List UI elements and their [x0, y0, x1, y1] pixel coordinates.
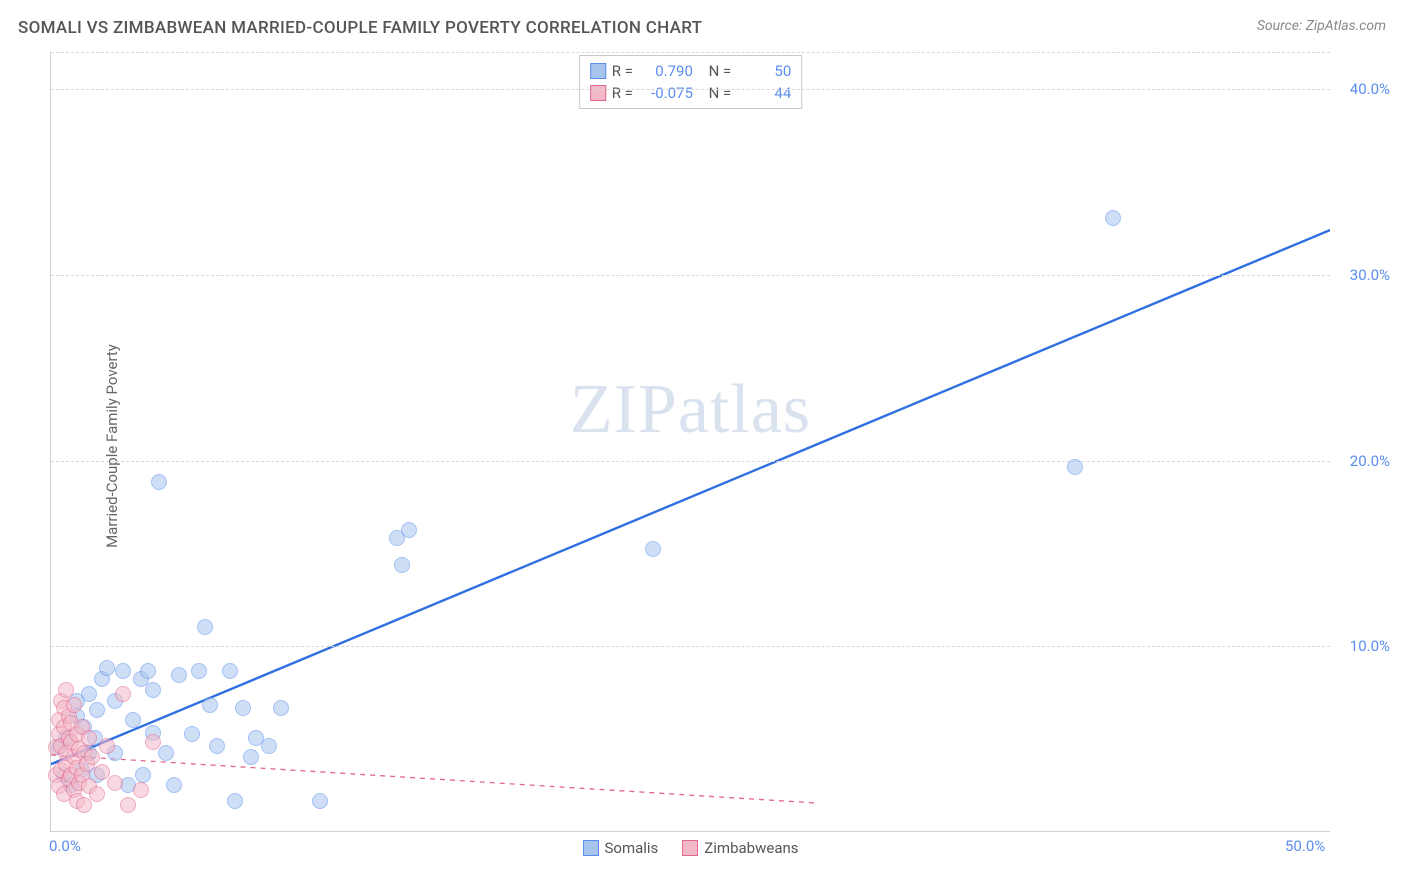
- scatter-plot-area: ZIPatlas R = 0.790 N = 50 R = -0.075 N =…: [50, 52, 1330, 832]
- grid-line: [51, 89, 1330, 90]
- data-point: [222, 663, 238, 679]
- grid-line: [51, 646, 1330, 647]
- data-point: [1105, 210, 1121, 226]
- x-tick-label: 50.0%: [1285, 837, 1325, 855]
- n-label: N =: [709, 84, 732, 102]
- grid-line: [51, 461, 1330, 462]
- n-value-zimbabweans: 44: [737, 84, 791, 102]
- data-point: [184, 726, 200, 742]
- data-point: [107, 775, 123, 791]
- swatch-zimbabweans: [590, 85, 606, 101]
- legend-item-zimbabweans: Zimbabweans: [682, 839, 798, 857]
- data-point: [145, 734, 161, 750]
- r-label: R =: [612, 84, 633, 102]
- data-point: [1067, 459, 1083, 475]
- data-point: [166, 777, 182, 793]
- data-point: [273, 700, 289, 716]
- data-point: [145, 682, 161, 698]
- data-point: [158, 745, 174, 761]
- data-point: [394, 557, 410, 573]
- legend-label-zimbabweans: Zimbabweans: [704, 839, 798, 857]
- data-point: [120, 797, 136, 813]
- data-point: [81, 730, 97, 746]
- r-value-zimbabweans: -0.075: [639, 84, 693, 102]
- data-point: [202, 697, 218, 713]
- data-point: [312, 793, 328, 809]
- data-point: [133, 782, 149, 798]
- data-point: [401, 522, 417, 538]
- watermark: ZIPatlas: [570, 370, 811, 450]
- data-point: [135, 767, 151, 783]
- data-point: [89, 702, 105, 718]
- x-tick-label: 0.0%: [49, 837, 81, 855]
- source-attribution: Source: ZipAtlas.com: [1257, 18, 1386, 34]
- data-point: [66, 697, 82, 713]
- data-point: [76, 797, 92, 813]
- watermark-atlas: atlas: [678, 371, 811, 448]
- y-tick-label: 10.0%: [1335, 637, 1390, 655]
- data-point: [209, 738, 225, 754]
- data-point: [115, 663, 131, 679]
- chart-title: SOMALI VS ZIMBABWEAN MARRIED-COUPLE FAMI…: [18, 18, 702, 38]
- y-tick-label: 30.0%: [1335, 266, 1390, 284]
- data-point: [115, 686, 131, 702]
- data-point: [151, 474, 167, 490]
- stats-row-zimbabweans: R = -0.075 N = 44: [590, 82, 792, 104]
- data-point: [140, 663, 156, 679]
- y-tick-label: 40.0%: [1335, 80, 1390, 98]
- legend-swatch-somalis: [582, 840, 598, 856]
- legend-label-somalis: Somalis: [604, 839, 658, 857]
- data-point: [58, 682, 74, 698]
- swatch-somalis: [590, 63, 606, 79]
- data-point: [99, 660, 115, 676]
- data-point: [235, 700, 251, 716]
- data-point: [243, 749, 259, 765]
- n-value-somalis: 50: [737, 62, 791, 80]
- data-point: [84, 749, 100, 765]
- legend-item-somalis: Somalis: [582, 839, 658, 857]
- correlation-stats-box: R = 0.790 N = 50 R = -0.075 N = 44: [579, 55, 803, 109]
- r-label: R =: [612, 62, 633, 80]
- data-point: [125, 712, 141, 728]
- data-point: [81, 686, 97, 702]
- data-point: [261, 738, 277, 754]
- grid-line: [51, 52, 1330, 53]
- data-point: [171, 667, 187, 683]
- data-point: [89, 786, 105, 802]
- n-label: N =: [709, 62, 732, 80]
- watermark-zip: ZIP: [570, 371, 678, 448]
- grid-line: [51, 275, 1330, 276]
- data-point: [99, 738, 115, 754]
- r-value-somalis: 0.790: [639, 62, 693, 80]
- legend: Somalis Zimbabweans: [582, 839, 798, 857]
- data-point: [227, 793, 243, 809]
- y-tick-label: 20.0%: [1335, 452, 1390, 470]
- data-point: [645, 541, 661, 557]
- legend-swatch-zimbabweans: [682, 840, 698, 856]
- stats-row-somalis: R = 0.790 N = 50: [590, 60, 792, 82]
- data-point: [197, 619, 213, 635]
- data-point: [191, 663, 207, 679]
